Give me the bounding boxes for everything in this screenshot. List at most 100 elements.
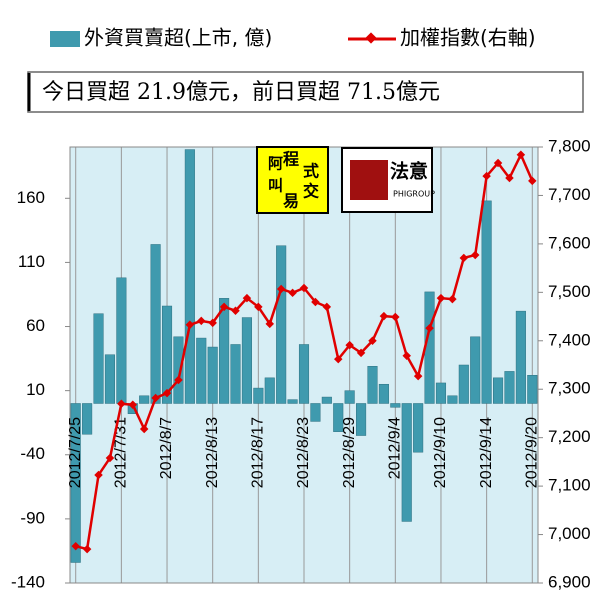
legend-label: 加權指數(右軸) [400,26,536,50]
bar [70,403,81,563]
bar [470,336,481,404]
y2-tick-label: 7,800 [548,136,591,155]
bar [264,377,275,404]
y2-tick-label: 7,700 [548,185,591,204]
line-marker [276,284,286,294]
x-tick-label: 2012/9/14 [478,417,495,488]
bar [287,399,298,404]
line-marker [117,399,126,408]
line-marker [197,316,206,326]
bar [435,382,447,404]
line-marker [425,323,434,333]
line-marker [436,293,446,303]
line-marker [94,470,103,480]
bar [161,305,173,404]
x-tick-label: 2012/8/7 [158,417,175,479]
logo-text: 法意 [390,160,428,183]
bar [219,298,230,404]
plot: -140 -90 -40 10 60 110 160 6,900 7,000 7,100 7,200… [11,136,591,591]
y-tick-label: 10 [26,380,45,399]
bar [207,346,218,404]
logo-char: 易 [283,192,299,211]
x-tick-label: 2012/9/4 [387,417,404,479]
bar [93,313,104,404]
line-marker [391,312,400,322]
bar [310,403,321,422]
logo-1: 阿 叫 程 式 易 交 [256,146,329,214]
y-tick-label: -90 [20,508,45,527]
legend: 外資買賣超(上市, 億) 加權指數(右軸) [50,26,536,50]
bar [333,403,344,432]
x-tick-label: 2012/9/20 [524,417,541,488]
line-marker [402,351,411,361]
line-marker [185,320,195,330]
line-marker [379,311,389,321]
bar [458,364,469,404]
bar [344,390,355,404]
y-tick-label: 60 [26,316,45,335]
annotation-box [27,71,584,113]
line-marker [413,371,423,381]
line-marker [105,453,115,463]
bar [515,310,526,404]
logo-char: 交 [303,182,319,201]
bar [401,403,412,522]
line-marker [288,288,297,298]
bar [527,375,538,404]
bar [253,387,264,404]
bar [241,317,252,404]
bar [196,337,207,404]
legend-swatch [50,31,80,47]
annotation: 今日買超 21.9億元，前日買超 71.5億元 [42,80,440,105]
bar [276,245,287,404]
x-tick-label: 2012/7/31 [113,417,130,488]
line-marker [311,297,320,307]
x-tick-label: 2012/9/10 [432,417,449,488]
x-tick-label: 2012/8/23 [295,417,312,488]
bar [424,291,435,404]
y-tick-label: 160 [17,188,45,207]
y2-tick-label: 7,400 [548,330,591,349]
line-marker [493,158,503,168]
bar [230,344,241,404]
bar [184,149,195,404]
line-marker [162,388,172,398]
x-tick-label: 2012/8/17 [250,417,267,488]
line-marker [208,318,217,328]
line-marker [505,173,514,183]
logo-char: 程 [283,150,299,169]
y2-tick-label: 7,100 [548,476,591,495]
y2-tick-label: 7,300 [548,379,591,398]
bar [321,396,332,404]
legend-marker [365,32,377,44]
line-marker [299,283,309,293]
line-marker [470,250,480,260]
y2-tick-label: 7,600 [548,233,591,252]
bar [367,366,378,404]
bar [378,383,389,404]
bar [298,344,310,404]
y2-tick-label: 7,000 [548,524,591,543]
line-marker [482,171,491,181]
logo-subtext: PHIGROUP [393,190,435,199]
bar [413,403,424,453]
x-tick-label: 2012/8/29 [341,417,358,488]
bar [447,395,458,404]
line-marker [242,293,252,303]
logo-char: 式 [303,162,319,181]
line-marker [265,319,274,329]
x-tick-label: 2012/8/13 [204,417,221,488]
bar [356,403,367,436]
line-marker [322,302,332,312]
bar [504,371,515,404]
bar [493,377,504,404]
bar [150,244,161,404]
line-marker [139,424,149,434]
x-tick-label: 2012/7/25 [67,417,84,488]
y-tick-label: -40 [20,444,45,463]
line-marker [174,375,183,385]
line-marker [254,302,263,312]
bar [139,395,150,404]
line-marker [459,253,469,263]
